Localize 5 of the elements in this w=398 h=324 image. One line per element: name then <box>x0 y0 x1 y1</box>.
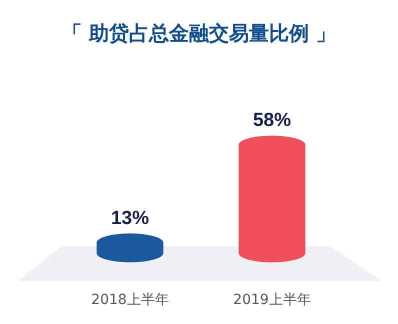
x-tick-label: 2019上半年 <box>233 292 311 308</box>
data-label: 58% <box>252 110 292 131</box>
x-tick-label: 2018上半年 <box>91 292 169 308</box>
chart-title: 「 助贷占总金融交易量比例 」 <box>62 21 336 45</box>
data-label: 13% <box>110 208 150 229</box>
